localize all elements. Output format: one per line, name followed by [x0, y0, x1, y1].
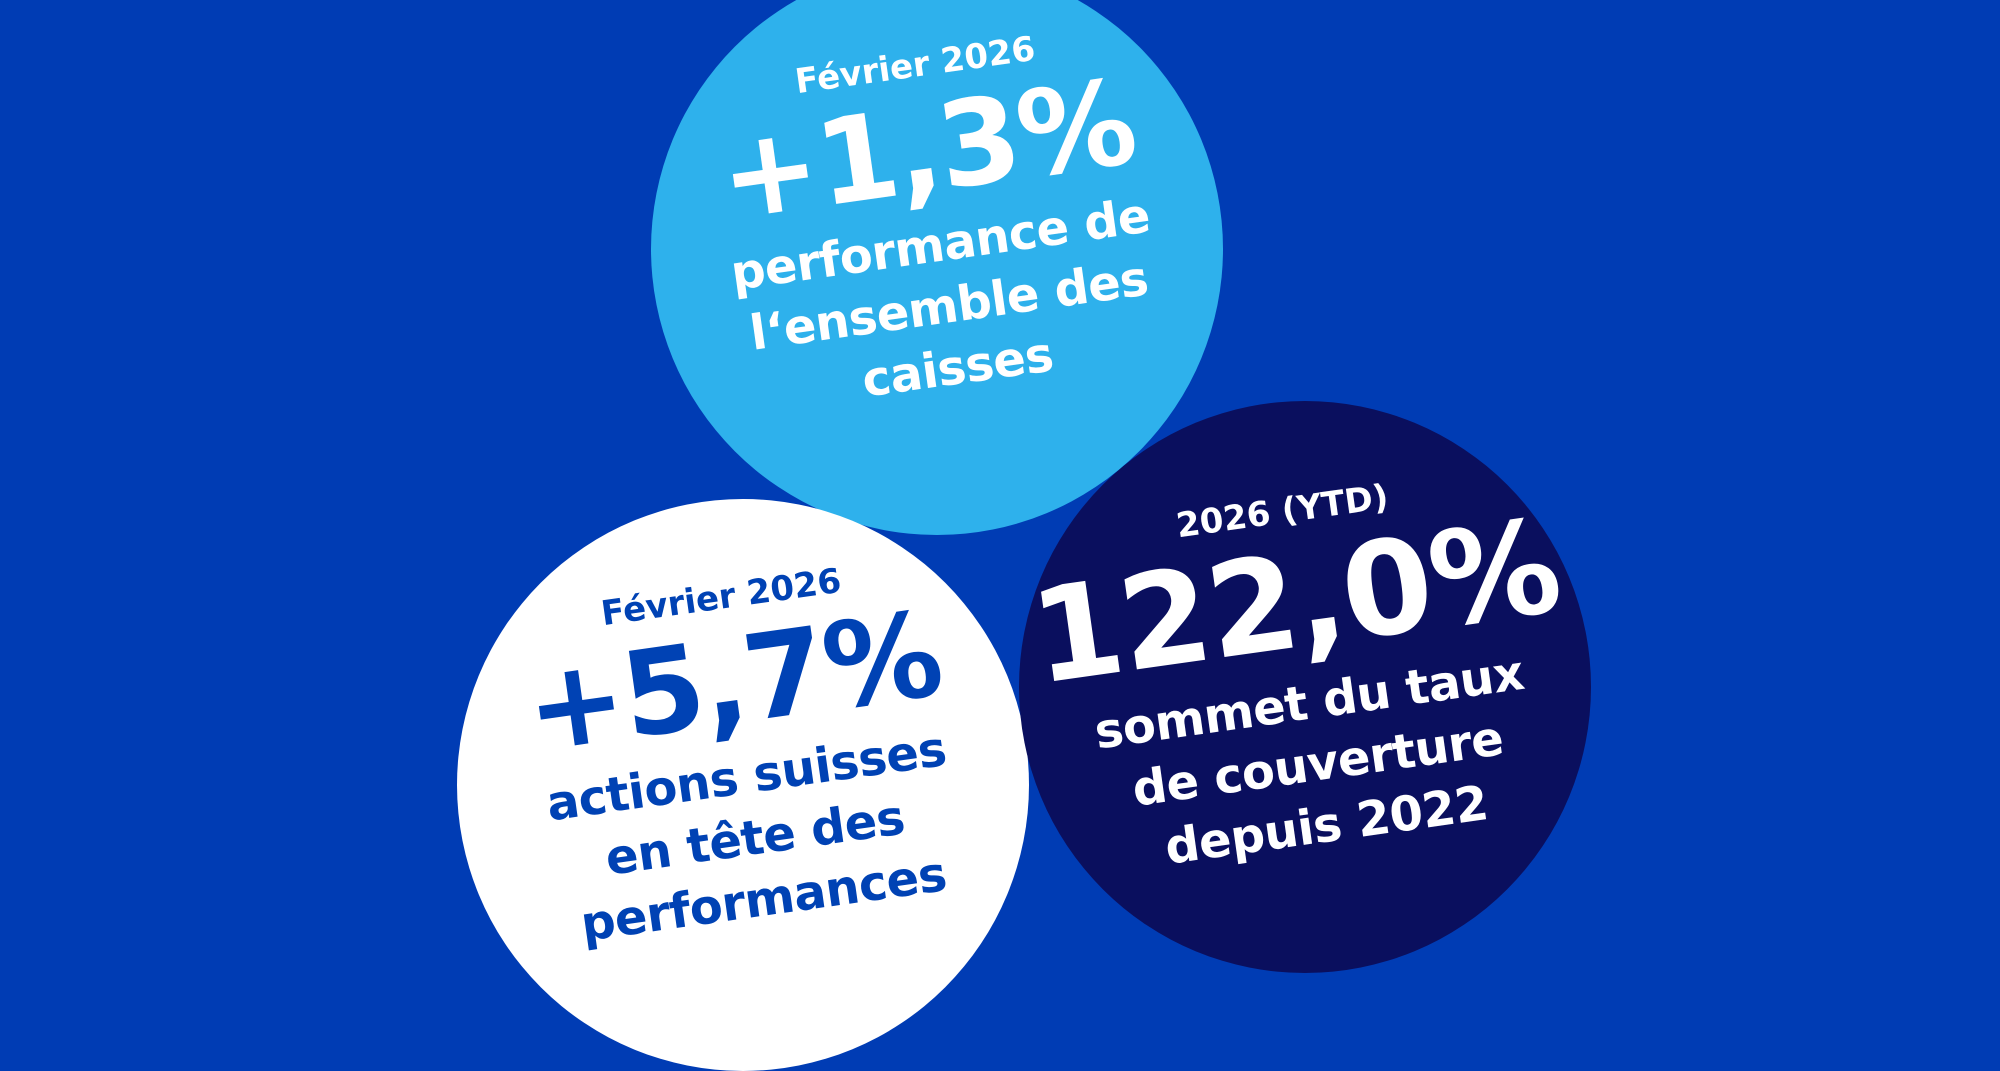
stat-circle-swiss-equities: Février 2026 +5,7% actions suisses en tê…	[457, 499, 1029, 1071]
stat-circle-fund-performance: Février 2026 +1,3% performance de l‘ense…	[651, 0, 1223, 535]
stat-text: Février 2026 +5,7% actions suisses en tê…	[421, 534, 1065, 972]
stat-text: 2026 (YTD) 122,0% sommet du taux de couv…	[982, 448, 1628, 898]
stat-text: Février 2026 +1,3% performance de l‘ense…	[615, 2, 1259, 440]
stat-circle-coverage-ratio: 2026 (YTD) 122,0% sommet du taux de couv…	[1019, 401, 1591, 973]
